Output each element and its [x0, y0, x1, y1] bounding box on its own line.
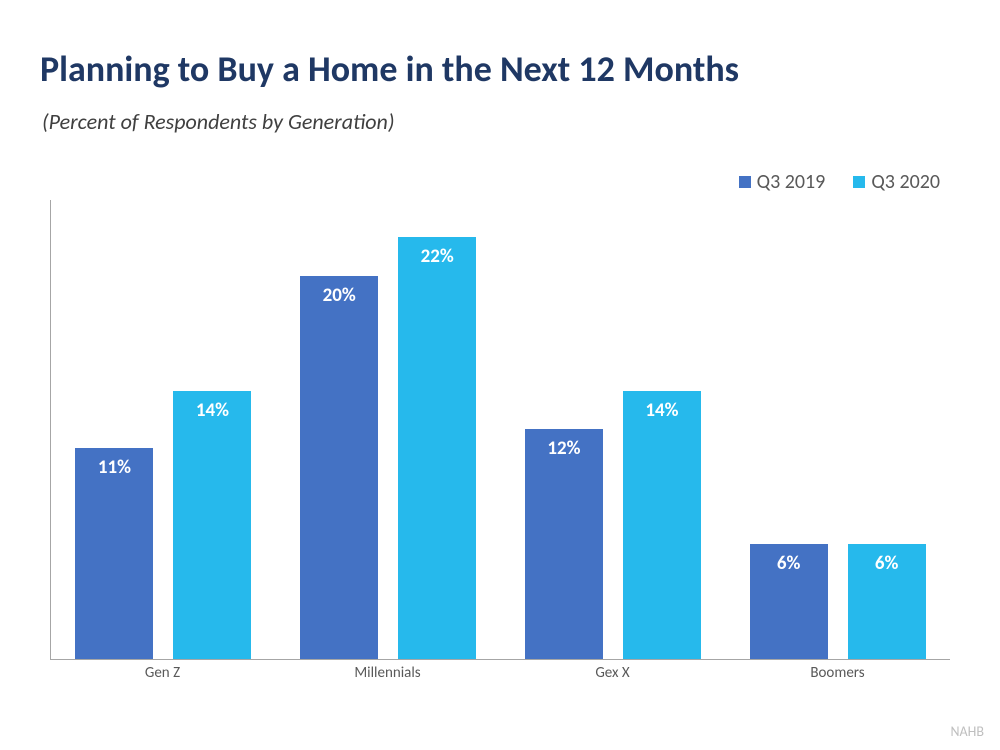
bar-label-3-1: 6% — [848, 552, 926, 575]
bar-2-1: 14% — [623, 391, 701, 659]
chart-container: Planning to Buy a Home in the Next 12 Mo… — [0, 0, 1000, 750]
bar-label-2-1: 14% — [623, 399, 701, 422]
x-axis-labels: Gen Z Millennials Gex X Boomers — [50, 664, 950, 682]
bar-pair-0: 11% 14% — [75, 391, 251, 659]
legend-item-0: Q3 2019 — [739, 170, 826, 194]
bar-pair-2: 12% 14% — [525, 391, 701, 659]
bar-3-1: 6% — [848, 544, 926, 659]
xlabel-1: Millennials — [275, 664, 500, 682]
group-0: 11% 14% — [51, 200, 276, 659]
bar-label-3-0: 6% — [750, 552, 828, 575]
bar-3-0: 6% — [750, 544, 828, 659]
bar-0-0: 11% — [75, 448, 153, 659]
group-3: 6% 6% — [725, 200, 950, 659]
legend-swatch-1 — [853, 176, 865, 188]
bar-2-0: 12% — [525, 429, 603, 659]
xlabel-3: Boomers — [725, 664, 950, 682]
bar-label-1-1: 22% — [398, 245, 476, 268]
bar-1-0: 20% — [300, 276, 378, 659]
group-1: 20% 22% — [276, 200, 501, 659]
source-attribution: NAHB — [951, 723, 984, 740]
legend-label-1: Q3 2020 — [871, 170, 940, 194]
chart-subtitle: (Percent of Respondents by Generation) — [42, 108, 395, 135]
xlabel-2: Gex X — [500, 664, 725, 682]
bar-pair-3: 6% 6% — [750, 544, 926, 659]
group-2: 12% 14% — [501, 200, 726, 659]
bar-1-1: 22% — [398, 237, 476, 659]
legend: Q3 2019 Q3 2020 — [739, 170, 940, 194]
xlabel-0: Gen Z — [50, 664, 275, 682]
bar-label-2-0: 12% — [525, 437, 603, 460]
bar-label-1-0: 20% — [300, 284, 378, 307]
legend-swatch-0 — [739, 176, 751, 188]
bar-label-0-1: 14% — [173, 399, 251, 422]
bar-label-0-0: 11% — [75, 456, 153, 479]
bar-0-1: 14% — [173, 391, 251, 659]
legend-item-1: Q3 2020 — [853, 170, 940, 194]
legend-label-0: Q3 2019 — [757, 170, 826, 194]
chart-title: Planning to Buy a Home in the Next 12 Mo… — [40, 50, 739, 90]
bar-groups: 11% 14% 20% 22% — [51, 200, 950, 659]
plot-area: 11% 14% 20% 22% — [50, 200, 950, 660]
bar-pair-1: 20% 22% — [300, 237, 476, 659]
